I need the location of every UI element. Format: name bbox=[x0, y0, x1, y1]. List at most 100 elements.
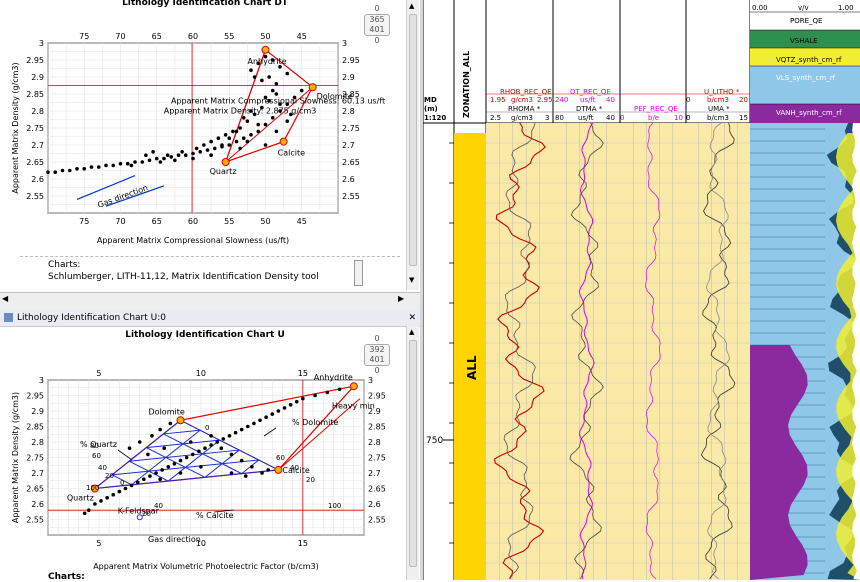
y-tick-label: 2.85 bbox=[26, 90, 44, 99]
ternary-grid-line bbox=[163, 429, 201, 435]
y-tick-label: 2.6 bbox=[31, 500, 44, 509]
ternary-grid-line bbox=[111, 474, 132, 486]
scroll-up-icon[interactable]: ▲ bbox=[409, 2, 415, 10]
y-tick-label-right: 2.6 bbox=[368, 500, 381, 509]
data-point bbox=[129, 163, 134, 168]
track1-unit2: g/cm3 bbox=[511, 114, 533, 122]
u-scrollbar[interactable]: ▲ bbox=[406, 326, 419, 580]
data-point bbox=[137, 440, 142, 444]
data-point bbox=[227, 143, 232, 147]
data-point bbox=[158, 160, 163, 164]
md-label: MD bbox=[424, 96, 437, 104]
x-tick-label-top: 60 bbox=[188, 32, 198, 41]
data-point bbox=[245, 119, 250, 123]
dt-charts-label: Charts: bbox=[48, 260, 81, 270]
data-point bbox=[229, 471, 234, 475]
u-chart[interactable]: 3 32.95 2.952.9 2.92.85 2.852.8 2.82.75 2.752.… bbox=[0, 330, 400, 575]
data-point bbox=[188, 440, 193, 444]
dt-scrollbar-thumb[interactable] bbox=[409, 14, 417, 266]
data-point bbox=[234, 139, 239, 144]
x-tick-label-top: 55 bbox=[224, 32, 234, 41]
data-point bbox=[325, 390, 330, 395]
data-point bbox=[239, 427, 244, 432]
mineral-point-calcite bbox=[274, 465, 283, 474]
data-point bbox=[93, 502, 97, 506]
data-point bbox=[270, 58, 275, 62]
track4-unit: b/cm3 bbox=[707, 96, 729, 104]
y-tick-label-right: 2.7 bbox=[342, 141, 355, 150]
y-tick-label-right: 2.8 bbox=[368, 438, 381, 447]
scroll-up-icon[interactable]: ▲ bbox=[409, 328, 415, 336]
data-point bbox=[227, 434, 232, 438]
data-point bbox=[125, 161, 130, 166]
x-tick-label-top: 10 bbox=[196, 369, 206, 378]
track4-min: 0 bbox=[686, 96, 691, 104]
pct-arrow bbox=[117, 449, 133, 461]
data-point bbox=[270, 88, 275, 93]
legend-vqtz-swatch bbox=[750, 48, 860, 66]
rhoma-curve bbox=[503, 122, 536, 580]
track1-max2: 3 bbox=[545, 114, 550, 122]
track2-unit: us/ft bbox=[580, 96, 596, 104]
data-point bbox=[194, 146, 199, 151]
window-split-bar[interactable]: ◀ ▶ bbox=[0, 292, 420, 310]
zonation-label: ZONATION_ALL bbox=[462, 50, 471, 118]
y-tick-label-right: 2.8 bbox=[342, 107, 355, 116]
split-scroll-right-icon[interactable]: ▶ bbox=[398, 294, 405, 303]
data-point bbox=[178, 458, 183, 463]
u-chart-counter-box[interactable]: 392 401 bbox=[364, 344, 390, 366]
data-point bbox=[274, 82, 279, 86]
mineral-label-heavy-min: Heavy min bbox=[332, 402, 375, 411]
data-point bbox=[231, 129, 235, 134]
data-point bbox=[252, 421, 256, 426]
data-point bbox=[146, 452, 150, 457]
data-point bbox=[270, 412, 275, 416]
dt-chart-counter-box[interactable]: 365 401 bbox=[364, 14, 390, 36]
mineral-label-quartz: Quartz bbox=[210, 167, 237, 176]
pane-divider[interactable] bbox=[420, 0, 423, 580]
u-chart-titlebar[interactable]: Lithology Identification Chart U:0 ✕ bbox=[0, 310, 420, 327]
close-icon[interactable]: ✕ bbox=[408, 313, 416, 323]
ternary-grid-line bbox=[129, 449, 240, 462]
track-fill bbox=[686, 123, 750, 580]
y-tick-label-right: 2.55 bbox=[342, 192, 360, 201]
dt-scrollbar[interactable]: ▲ ▼ bbox=[406, 0, 419, 290]
scroll-down-icon[interactable]: ▼ bbox=[409, 276, 415, 284]
data-point bbox=[209, 434, 213, 438]
dt-charts-slider[interactable] bbox=[354, 260, 363, 286]
data-point bbox=[173, 158, 177, 163]
ternary-scale-number: 100 bbox=[328, 502, 341, 510]
dt-chart[interactable]: 3 3 2.95 2.95 2.9 2.9 2.85 2.85 2.8 2.8 2.75 2.75 2.… bbox=[0, 0, 400, 250]
data-point bbox=[227, 136, 232, 140]
y-tick-label-right: 2.6 bbox=[342, 175, 355, 184]
data-point bbox=[263, 143, 268, 147]
legend-vshale-swatch bbox=[750, 30, 860, 48]
uma-curve bbox=[705, 122, 731, 580]
data-point bbox=[294, 399, 299, 404]
split-scroll-left-icon[interactable]: ◀ bbox=[2, 294, 9, 303]
ternary-scale-number: 100 bbox=[86, 484, 99, 492]
pef-curve bbox=[645, 122, 661, 580]
track4-unit2: b/cm3 bbox=[707, 114, 729, 122]
ternary-scale-number: 20 bbox=[105, 472, 114, 480]
data-point bbox=[199, 465, 203, 469]
y-tick-label: 2.8 bbox=[31, 438, 44, 447]
data-point bbox=[105, 496, 109, 500]
litho-scale-unit: v/v bbox=[798, 4, 809, 12]
data-point bbox=[127, 446, 132, 450]
x-tick-label-top: 75 bbox=[79, 32, 89, 41]
data-point bbox=[165, 153, 170, 157]
y-tick-label: 2.85 bbox=[26, 423, 44, 432]
data-point bbox=[245, 139, 250, 144]
x-tick-label-top: 45 bbox=[297, 32, 307, 41]
md-unit: (m) bbox=[424, 105, 438, 113]
well-log-view[interactable] bbox=[423, 0, 860, 580]
mineral-point-quartz bbox=[221, 158, 230, 166]
data-point bbox=[285, 102, 290, 106]
mineral-point-quartz bbox=[90, 484, 99, 493]
data-point bbox=[205, 148, 210, 152]
mineral-point-anhydrite bbox=[261, 45, 270, 54]
data-point bbox=[162, 156, 166, 161]
u-scrollbar-thumb[interactable] bbox=[409, 340, 417, 567]
litho-scale-max: 1.00 bbox=[838, 4, 854, 12]
